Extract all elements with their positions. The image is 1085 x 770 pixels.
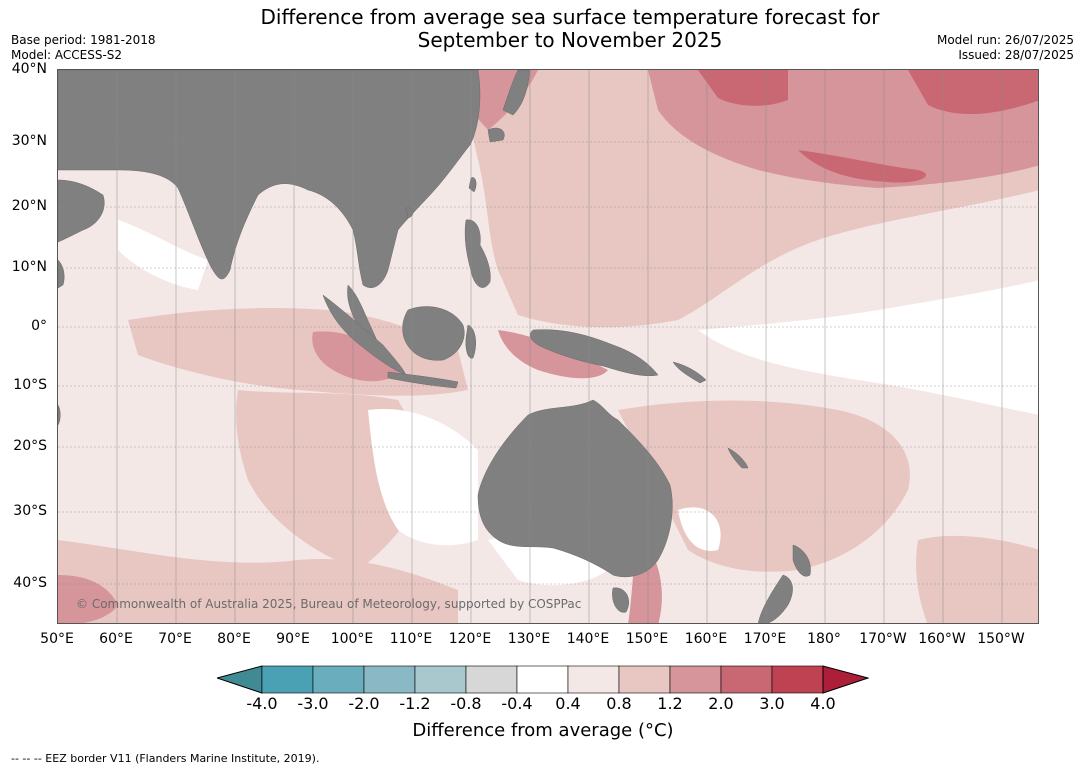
longitude-label: 170°W bbox=[859, 631, 907, 647]
colorbar-tick-label: -0.8 bbox=[450, 694, 482, 713]
longitude-label: 60°E bbox=[99, 631, 133, 647]
new-guinea bbox=[530, 329, 659, 376]
colorbar-tick-label: -0.4 bbox=[501, 694, 533, 713]
new-zealand-north bbox=[792, 544, 811, 577]
anomaly-0p8-1p2-southern-band bbox=[58, 540, 458, 623]
colorbar bbox=[217, 665, 869, 694]
near-normal-central-pacific bbox=[698, 280, 1038, 415]
longitude-label: 70°E bbox=[158, 631, 192, 647]
latitude-label: 0° bbox=[31, 318, 47, 334]
colorbar-segment bbox=[669, 665, 722, 694]
colorbar-segment bbox=[363, 665, 416, 694]
latitude-label: 40°N bbox=[11, 61, 47, 77]
philippines bbox=[464, 219, 491, 288]
eez-footnote: -- -- -- EEZ border V11 (Flanders Marine… bbox=[11, 752, 320, 765]
taiwan bbox=[468, 177, 477, 193]
java bbox=[387, 371, 459, 389]
near-normal-great-australian-bight bbox=[488, 537, 608, 586]
longitude-label: 150°W bbox=[977, 631, 1025, 647]
colorbar-segment bbox=[516, 665, 569, 694]
longitude-label: 150°E bbox=[625, 631, 669, 647]
near-normal-south-indian bbox=[368, 409, 478, 546]
colorbar-tick-label: -2.0 bbox=[348, 694, 380, 713]
horn-of-africa bbox=[58, 259, 65, 289]
anomaly-0p8-1p2-southeast bbox=[916, 535, 1038, 623]
near-normal-regions bbox=[118, 220, 1038, 586]
colorbar-segment bbox=[414, 665, 467, 694]
base-period-text: Base period: 1981-2018 bbox=[11, 33, 156, 47]
model-run-text: Model run: 26/07/2025 bbox=[936, 33, 1074, 47]
land-masses bbox=[58, 70, 811, 623]
colorbar-tick-label: -4.0 bbox=[246, 694, 278, 713]
map-title-line-1: Difference from average sea surface temp… bbox=[260, 5, 880, 29]
latitude-label: 10°S bbox=[13, 377, 47, 393]
colorbar-right-arrow bbox=[822, 665, 869, 694]
colorbar-tick-label: 2.0 bbox=[708, 694, 734, 713]
colorbar-label: Difference from average (°C) bbox=[412, 720, 674, 741]
colorbar-segment bbox=[720, 665, 773, 694]
asia-landmass bbox=[58, 70, 481, 288]
longitude-label: 110°E bbox=[389, 631, 433, 647]
latitude-label: 40°S bbox=[13, 575, 47, 591]
madagascar bbox=[58, 404, 61, 426]
hainan bbox=[405, 207, 414, 219]
near-normal-southern-pacific bbox=[678, 507, 721, 551]
colorbar-tick-label: 0.4 bbox=[555, 694, 581, 713]
anomaly-2p0-3p0-north-pacific bbox=[698, 70, 1038, 183]
longitude-label: 120°E bbox=[448, 631, 492, 647]
australia bbox=[477, 399, 673, 578]
map-title-line-2: September to November 2025 bbox=[417, 28, 723, 52]
issued-text: Issued: 28/07/2025 bbox=[958, 48, 1074, 62]
tasmania bbox=[612, 587, 629, 613]
longitude-label: 90°E bbox=[276, 631, 310, 647]
latitude-label: 30°N bbox=[11, 133, 47, 149]
longitude-label: 140°E bbox=[566, 631, 610, 647]
latitude-label: 10°N bbox=[11, 259, 47, 275]
japan-islands bbox=[487, 70, 531, 143]
anomaly-1p2-2p0-java bbox=[312, 331, 403, 382]
arabian-peninsula bbox=[58, 179, 105, 243]
latitude-label: 20°N bbox=[11, 198, 47, 214]
longitude-label: 160°W bbox=[918, 631, 966, 647]
colorbar-tick-label: 3.0 bbox=[759, 694, 785, 713]
colorbar-tick-label: 4.0 bbox=[810, 694, 836, 713]
colorbar-tick-label: -3.0 bbox=[297, 694, 329, 713]
new-caledonia bbox=[727, 447, 749, 469]
longitude-label: 130°E bbox=[507, 631, 551, 647]
model-text: Model: ACCESS-S2 bbox=[11, 48, 123, 62]
longitude-label: 80°E bbox=[217, 631, 251, 647]
new-zealand-south bbox=[758, 574, 793, 623]
colorbar-segment bbox=[567, 665, 620, 694]
borneo bbox=[402, 306, 465, 361]
map-canvas bbox=[58, 70, 1038, 623]
longitude-label: 100°E bbox=[330, 631, 374, 647]
colorbar-segment bbox=[618, 665, 671, 694]
near-normal-arabian-sea bbox=[118, 220, 208, 290]
colorbar-segment bbox=[312, 665, 365, 694]
longitude-label: 180° bbox=[807, 631, 841, 647]
colorbar-segment bbox=[261, 665, 314, 694]
colorbar-tick-label: -1.2 bbox=[399, 694, 431, 713]
latitude-label: 30°S bbox=[13, 503, 47, 519]
longitude-label: 50°E bbox=[40, 631, 74, 647]
sst-anomaly-map bbox=[57, 69, 1039, 624]
anomaly-1p2-2p0-png bbox=[498, 330, 608, 379]
copyright-notice: © Commonwealth of Australia 2025, Bureau… bbox=[76, 597, 582, 611]
anomaly-1p2-2p0-southwest-corner bbox=[58, 575, 118, 623]
graticule bbox=[58, 70, 1038, 623]
colorbar-segment bbox=[465, 665, 518, 694]
solomon-islands bbox=[672, 361, 707, 384]
latitude-label: 20°S bbox=[13, 438, 47, 454]
colorbar-segment bbox=[771, 665, 824, 694]
colorbar-tick-label: 0.8 bbox=[606, 694, 632, 713]
anomaly-shading bbox=[58, 70, 1038, 623]
colorbar-tick-label: 1.2 bbox=[657, 694, 683, 713]
longitude-label: 170°E bbox=[743, 631, 787, 647]
colorbar-left-arrow bbox=[217, 665, 263, 694]
longitude-label: 160°E bbox=[684, 631, 728, 647]
